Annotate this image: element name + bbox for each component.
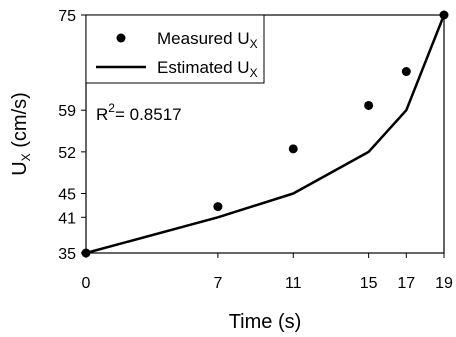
estimated-series-line <box>85 14 446 255</box>
r-squared-annotation: R2= 0.8517 <box>96 101 182 124</box>
plot-frame <box>85 14 445 254</box>
x-tick-label: 19 <box>435 275 453 292</box>
legend-frame <box>85 14 265 84</box>
y-axis: 35 41 45 52 59 75 <box>58 8 86 263</box>
legend-label-estimated-subscript: X <box>250 66 258 80</box>
legend-marker-measured <box>116 33 126 43</box>
x-tick-label: 15 <box>360 275 378 292</box>
y-tick-label: 35 <box>58 246 76 263</box>
r-squared-label: R <box>96 105 108 124</box>
legend-label-measured: Measured UX <box>157 29 258 51</box>
y-axis-title-main: U <box>9 161 31 175</box>
legend-label-measured-subscript: X <box>250 37 258 51</box>
y-tick-label: 75 <box>58 8 76 25</box>
x-tick-label: 0 <box>82 275 91 292</box>
measured-point <box>213 202 223 212</box>
measured-point <box>401 67 411 77</box>
y-axis-title-unit: (cm/s) <box>9 92 31 153</box>
y-tick-label: 41 <box>58 210 76 227</box>
x-axis-title: Time (s) <box>229 311 302 333</box>
measured-point <box>288 144 298 154</box>
y-tick-label: 59 <box>58 103 76 120</box>
legend-label-measured-main: Measured U <box>157 29 250 48</box>
x-tick-label: 17 <box>397 275 415 292</box>
y-axis-title: UX (cm/s) <box>9 92 33 176</box>
legend: Measured UX Estimated UX <box>85 14 265 84</box>
y-axis-title-subscript: X <box>19 153 33 161</box>
measured-point <box>364 100 374 110</box>
series-layer <box>81 10 449 258</box>
r-squared-value: = 0.8517 <box>115 105 182 124</box>
x-tick-label: 7 <box>213 275 222 292</box>
legend-label-estimated: Estimated UX <box>157 58 258 80</box>
measured-point <box>439 10 449 20</box>
y-tick-label: 45 <box>58 187 76 204</box>
legend-label-estimated-main: Estimated U <box>157 58 250 77</box>
r-squared-superscript: 2 <box>108 101 115 115</box>
x-tick-label: 11 <box>285 275 302 292</box>
measured-point <box>81 248 91 258</box>
x-axis: 0 7 11 15 17 19 <box>82 253 453 292</box>
y-tick-label: 52 <box>58 145 76 162</box>
plot-area <box>85 14 445 254</box>
